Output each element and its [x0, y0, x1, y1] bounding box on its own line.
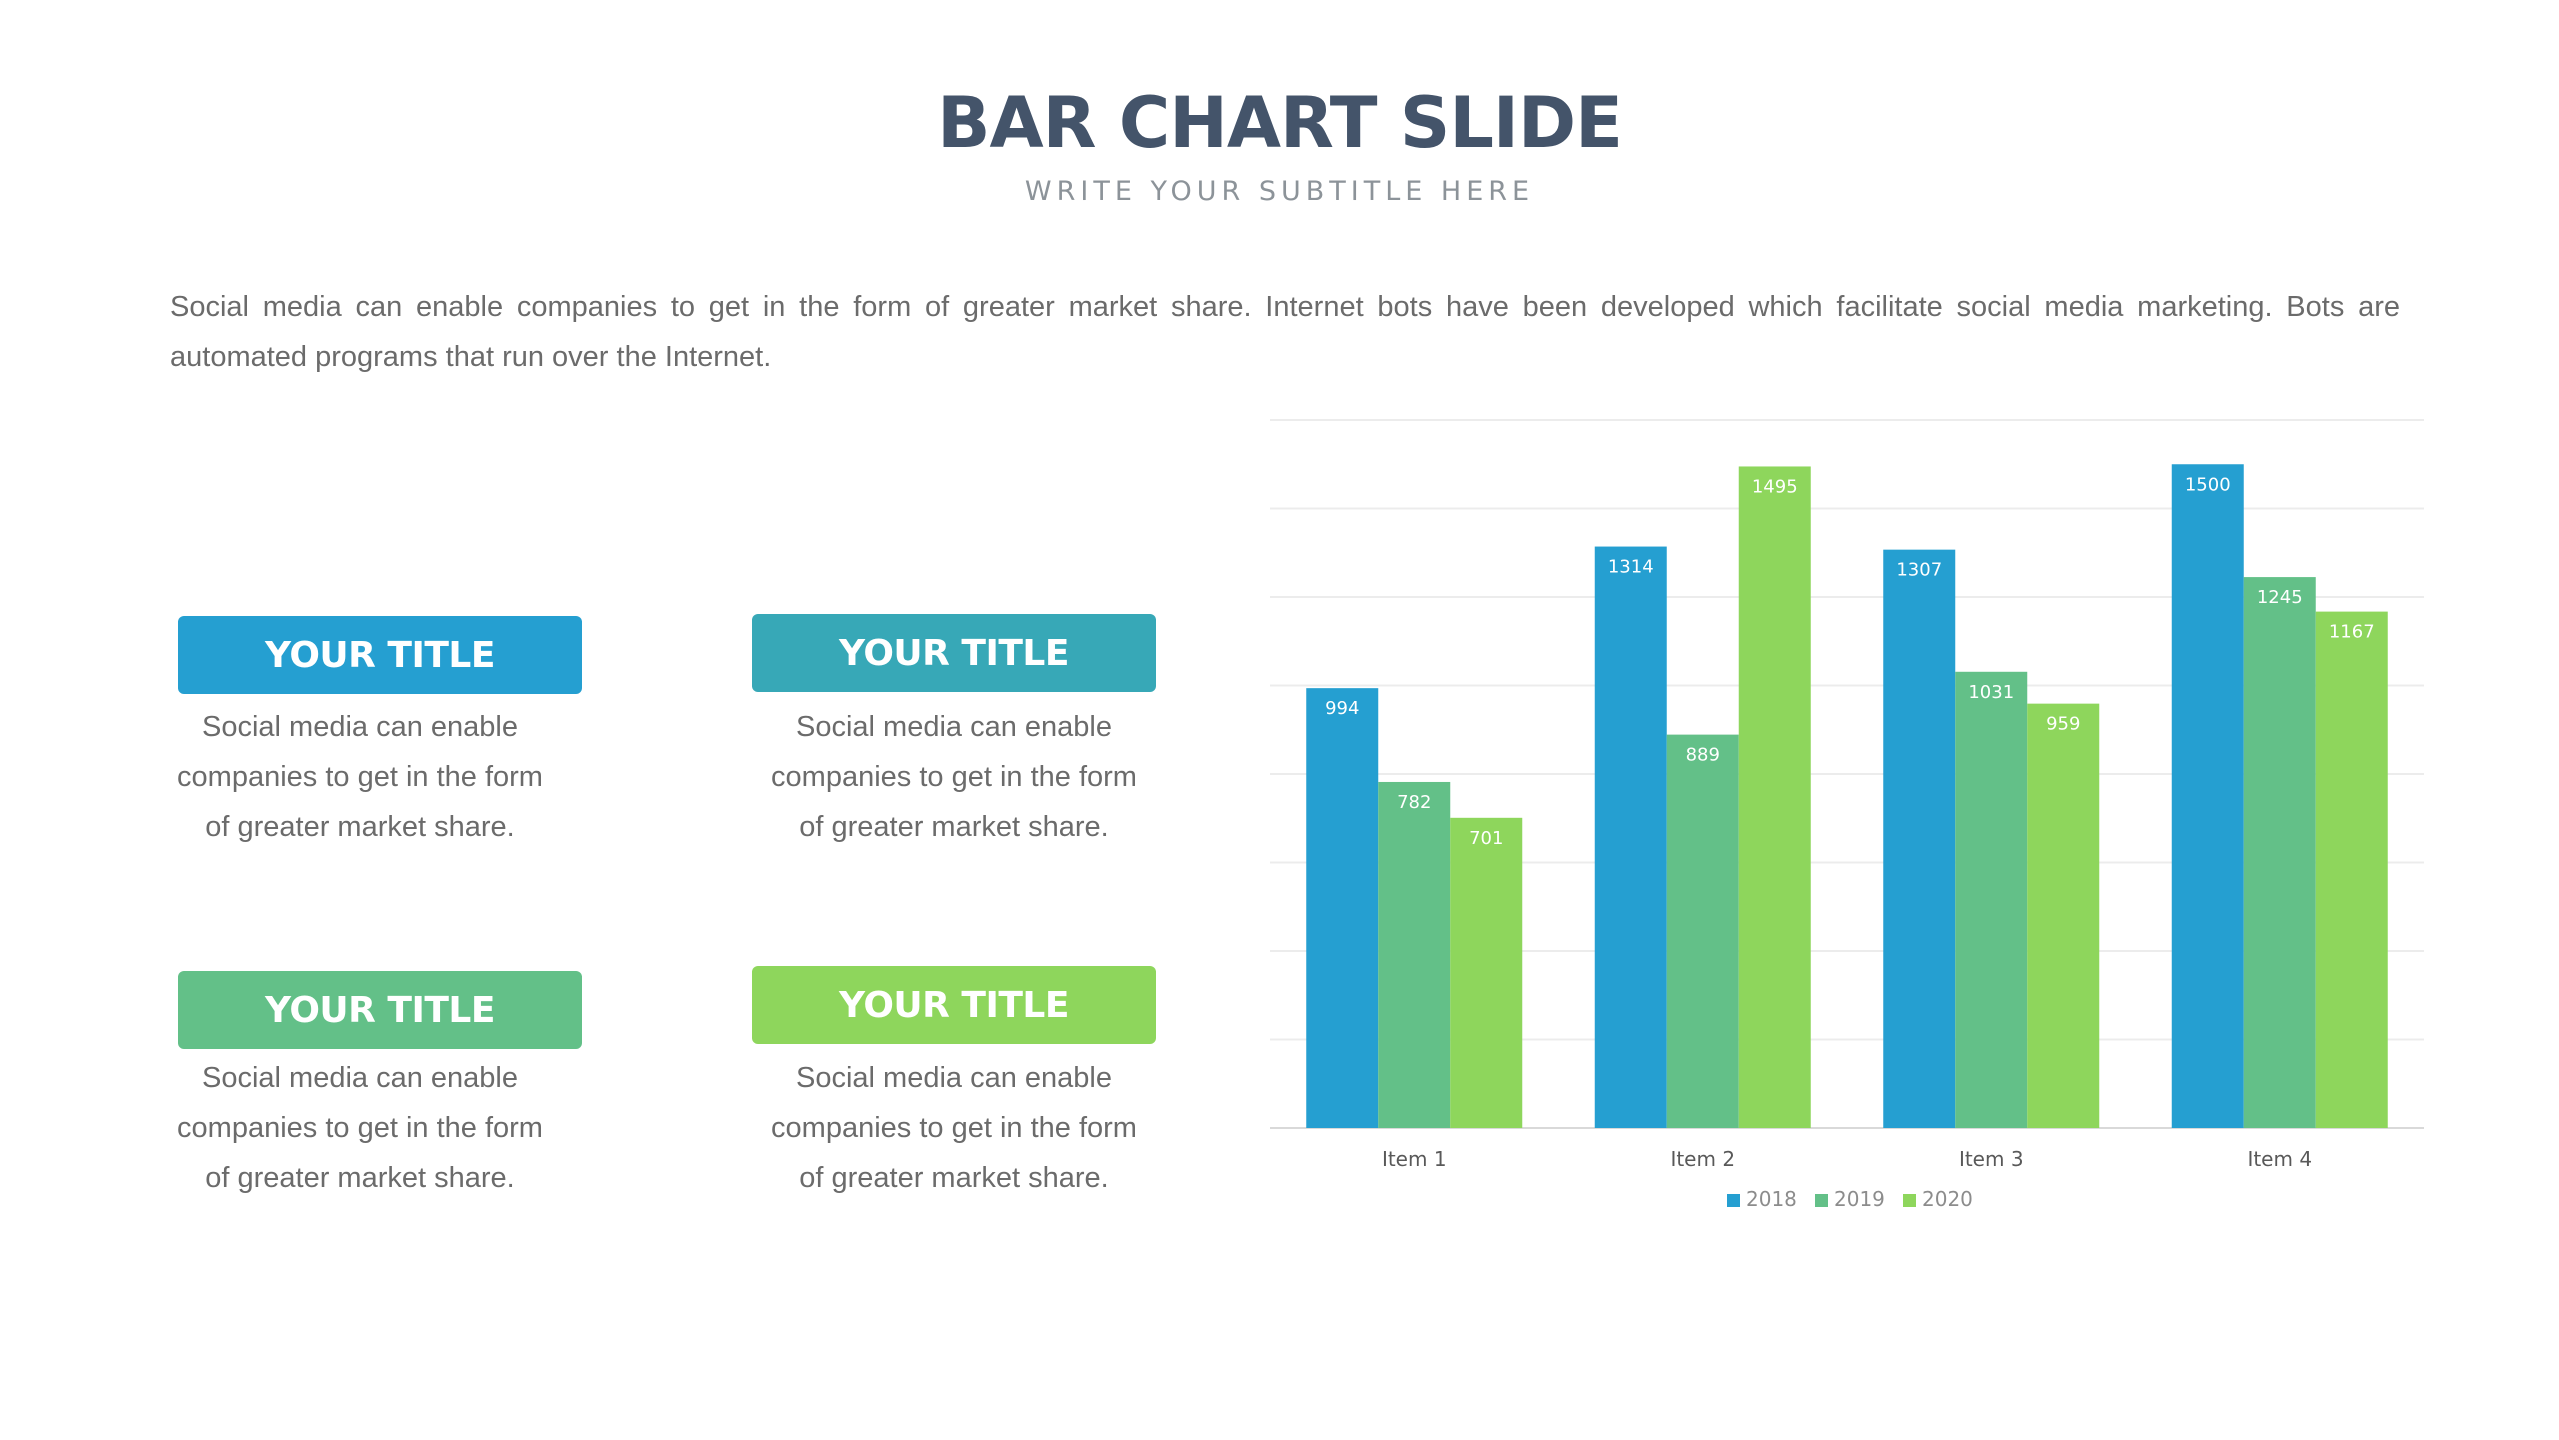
bar-2020-3 — [2027, 703, 2100, 1128]
slide-title: BAR CHART SLIDE — [937, 82, 1623, 164]
bar-2019-2 — [1666, 734, 1739, 1128]
bar-2018-2 — [1594, 546, 1667, 1128]
x-tick-label: Item 3 — [1959, 1147, 2024, 1171]
legend-label: 2018 — [1746, 1187, 1797, 1211]
data-label: 701 — [1469, 828, 1503, 849]
bar-2020-4 — [2315, 611, 2388, 1128]
card-title-2: YOUR TITLE — [752, 614, 1156, 692]
data-label: 1500 — [2185, 474, 2231, 495]
data-label: 994 — [1325, 698, 1359, 719]
data-label: 1031 — [1968, 682, 2014, 703]
bar-2019-3 — [1955, 671, 2028, 1128]
card-text-2: Social media can enable companies to get… — [771, 711, 1137, 843]
slide-subtitle: WRITE YOUR SUBTITLE HERE — [1024, 176, 1535, 207]
legend-swatch — [1727, 1194, 1740, 1207]
data-label: 1245 — [2257, 587, 2303, 608]
card-title-3: YOUR TITLE — [178, 971, 582, 1049]
card-text-4: Social media can enable companies to get… — [771, 1062, 1137, 1194]
data-label: 782 — [1397, 792, 1431, 813]
bar-2018-1 — [1306, 688, 1379, 1128]
card-text-3: Social media can enable companies to get… — [177, 1062, 543, 1194]
bar-2020-1 — [1450, 817, 1523, 1128]
intro-paragraph: Social media can enable companies to get… — [170, 291, 2400, 373]
card-title-4: YOUR TITLE — [752, 966, 1156, 1044]
bar-2019-4 — [2243, 577, 2316, 1128]
legend-swatch — [1815, 1194, 1828, 1207]
legend-swatch — [1903, 1194, 1916, 1207]
bar-2020-2 — [1738, 466, 1811, 1128]
bar-2018-4 — [2171, 464, 2244, 1128]
data-label: 1495 — [1752, 476, 1798, 497]
data-label: 889 — [1686, 745, 1720, 766]
legend-label: 2020 — [1922, 1187, 1973, 1211]
x-tick-label: Item 4 — [2247, 1147, 2312, 1171]
card-text-1: Social media can enable companies to get… — [177, 711, 543, 843]
card-title-1: YOUR TITLE — [178, 616, 582, 694]
x-tick-label: Item 1 — [1382, 1147, 1447, 1171]
data-label: 1167 — [2329, 622, 2375, 643]
data-label: 1314 — [1608, 557, 1654, 578]
bar-chart: 994 782 701 Item 1 1314 889 1495 Item 2 1307 1031… — [1270, 419, 2424, 1211]
data-label: 1307 — [1896, 560, 1942, 581]
bar-2018-3 — [1883, 549, 1956, 1128]
data-label: 959 — [2046, 714, 2080, 735]
bar-2019-1 — [1378, 781, 1451, 1128]
x-tick-label: Item 2 — [1670, 1147, 1735, 1171]
legend-label: 2019 — [1834, 1187, 1885, 1211]
